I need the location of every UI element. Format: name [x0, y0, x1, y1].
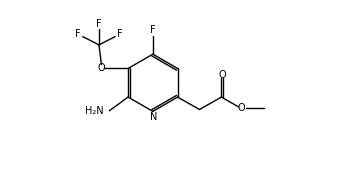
Text: F: F	[75, 29, 81, 39]
Text: N: N	[150, 112, 157, 122]
Text: H₂N: H₂N	[84, 106, 103, 116]
Text: O: O	[98, 64, 105, 74]
Text: F: F	[150, 25, 155, 35]
Text: F: F	[96, 19, 102, 29]
Text: F: F	[117, 29, 123, 39]
Text: O: O	[219, 70, 226, 80]
Text: O: O	[238, 103, 246, 113]
